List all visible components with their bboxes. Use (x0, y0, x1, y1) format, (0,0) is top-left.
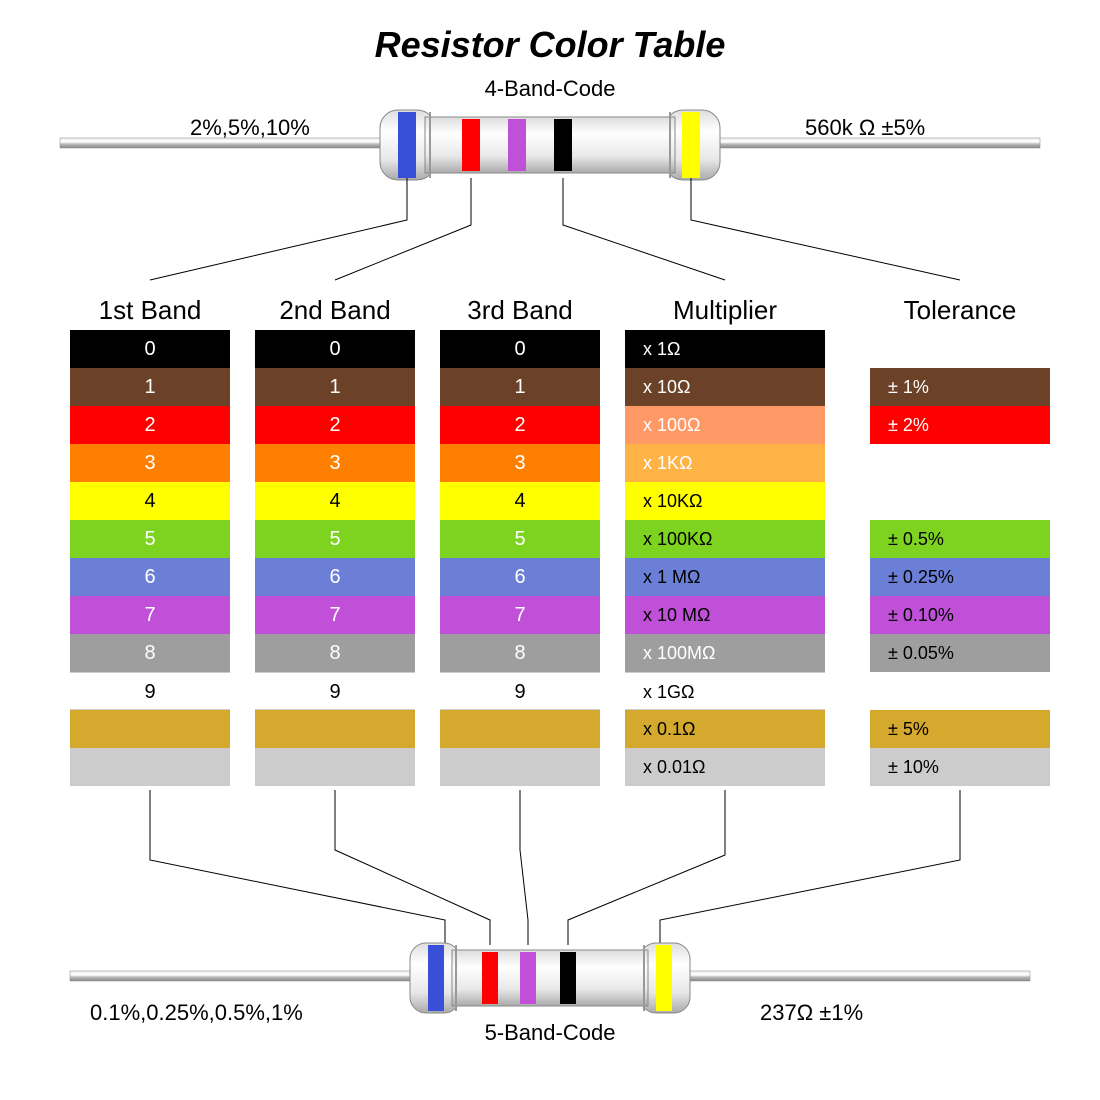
digit-cell: 2 (70, 406, 230, 444)
digit-cell: 3 (440, 444, 600, 482)
digit-cell (70, 748, 230, 786)
tolerance-cell: ± 5% (870, 710, 1050, 748)
digit-cell: 0 (255, 330, 415, 368)
multiplier-cell: x 0.01Ω (625, 748, 825, 786)
digit-cell (255, 710, 415, 748)
digit-cell: 4 (440, 482, 600, 520)
digit-cell: 9 (255, 672, 415, 710)
digit-cell: 0 (440, 330, 600, 368)
digit-cell: 4 (255, 482, 415, 520)
digit-cell: 6 (70, 558, 230, 596)
digit-cell: 7 (440, 596, 600, 634)
multiplier-cell: x 1Ω (625, 330, 825, 368)
digit-cell: 2 (440, 406, 600, 444)
digit-cell: 7 (70, 596, 230, 634)
digit-cell: 8 (440, 634, 600, 672)
digit-cell (255, 748, 415, 786)
header-2nd-band: 2nd Band (255, 295, 415, 326)
digit-cell: 7 (255, 596, 415, 634)
digit-cell: 9 (440, 672, 600, 710)
digit-cell (440, 748, 600, 786)
digit-cell: 3 (255, 444, 415, 482)
bottom-code-label: 5-Band-Code (0, 1020, 1100, 1046)
digit-cell: 4 (70, 482, 230, 520)
page-title: Resistor Color Table (0, 24, 1100, 66)
digit-cell: 5 (255, 520, 415, 558)
tolerance-cell: ± 10% (870, 748, 1050, 786)
top-resistor (0, 95, 1100, 295)
digit-cell: 9 (70, 672, 230, 710)
digit-cell: 2 (255, 406, 415, 444)
multiplier-cell: x 10 MΩ (625, 596, 825, 634)
multiplier-cell: x 1 MΩ (625, 558, 825, 596)
digit-cell: 1 (70, 368, 230, 406)
digit-cell: 6 (440, 558, 600, 596)
digit-cell: 1 (255, 368, 415, 406)
digit-cell (70, 710, 230, 748)
column-multiplier: x 1Ωx 10Ωx 100Ωx 1KΩx 10KΩx 100KΩx 1 MΩx… (625, 330, 825, 786)
column-tolerance: ± 1%± 2% ± 0.5%± 0.25%± 0.10%± 0.05% ± 5%±… (870, 330, 1050, 786)
tolerance-cell: ± 0.05% (870, 634, 1050, 672)
multiplier-cell: x 0.1Ω (625, 710, 825, 748)
header-multiplier: Multiplier (625, 295, 825, 326)
digit-cell: 5 (440, 520, 600, 558)
multiplier-cell: x 10KΩ (625, 482, 825, 520)
digit-cell: 1 (440, 368, 600, 406)
tolerance-cell: ± 0.10% (870, 596, 1050, 634)
digit-cell: 8 (70, 634, 230, 672)
digit-cell: 6 (255, 558, 415, 596)
tolerance-cell: ± 0.25% (870, 558, 1050, 596)
multiplier-cell: x 1KΩ (625, 444, 825, 482)
column-3rd-band: 0123456789 (440, 330, 600, 786)
multiplier-cell: x 100Ω (625, 406, 825, 444)
digit-cell: 5 (70, 520, 230, 558)
tolerance-cell: ± 2% (870, 406, 1050, 444)
column-1st-band: 0123456789 (70, 330, 230, 786)
header-1st-band: 1st Band (70, 295, 230, 326)
column-2nd-band: 0123456789 (255, 330, 415, 786)
multiplier-cell: x 100MΩ (625, 634, 825, 672)
digit-cell (440, 710, 600, 748)
digit-cell: 8 (255, 634, 415, 672)
digit-cell: 3 (70, 444, 230, 482)
multiplier-cell: x 10Ω (625, 368, 825, 406)
header-tolerance: Tolerance (870, 295, 1050, 326)
multiplier-cell: x 100KΩ (625, 520, 825, 558)
digit-cell: 0 (70, 330, 230, 368)
tolerance-cell: ± 1% (870, 368, 1050, 406)
multiplier-cell: x 1GΩ (625, 672, 825, 710)
tolerance-cell: ± 0.5% (870, 520, 1050, 558)
header-3rd-band: 3rd Band (440, 295, 600, 326)
